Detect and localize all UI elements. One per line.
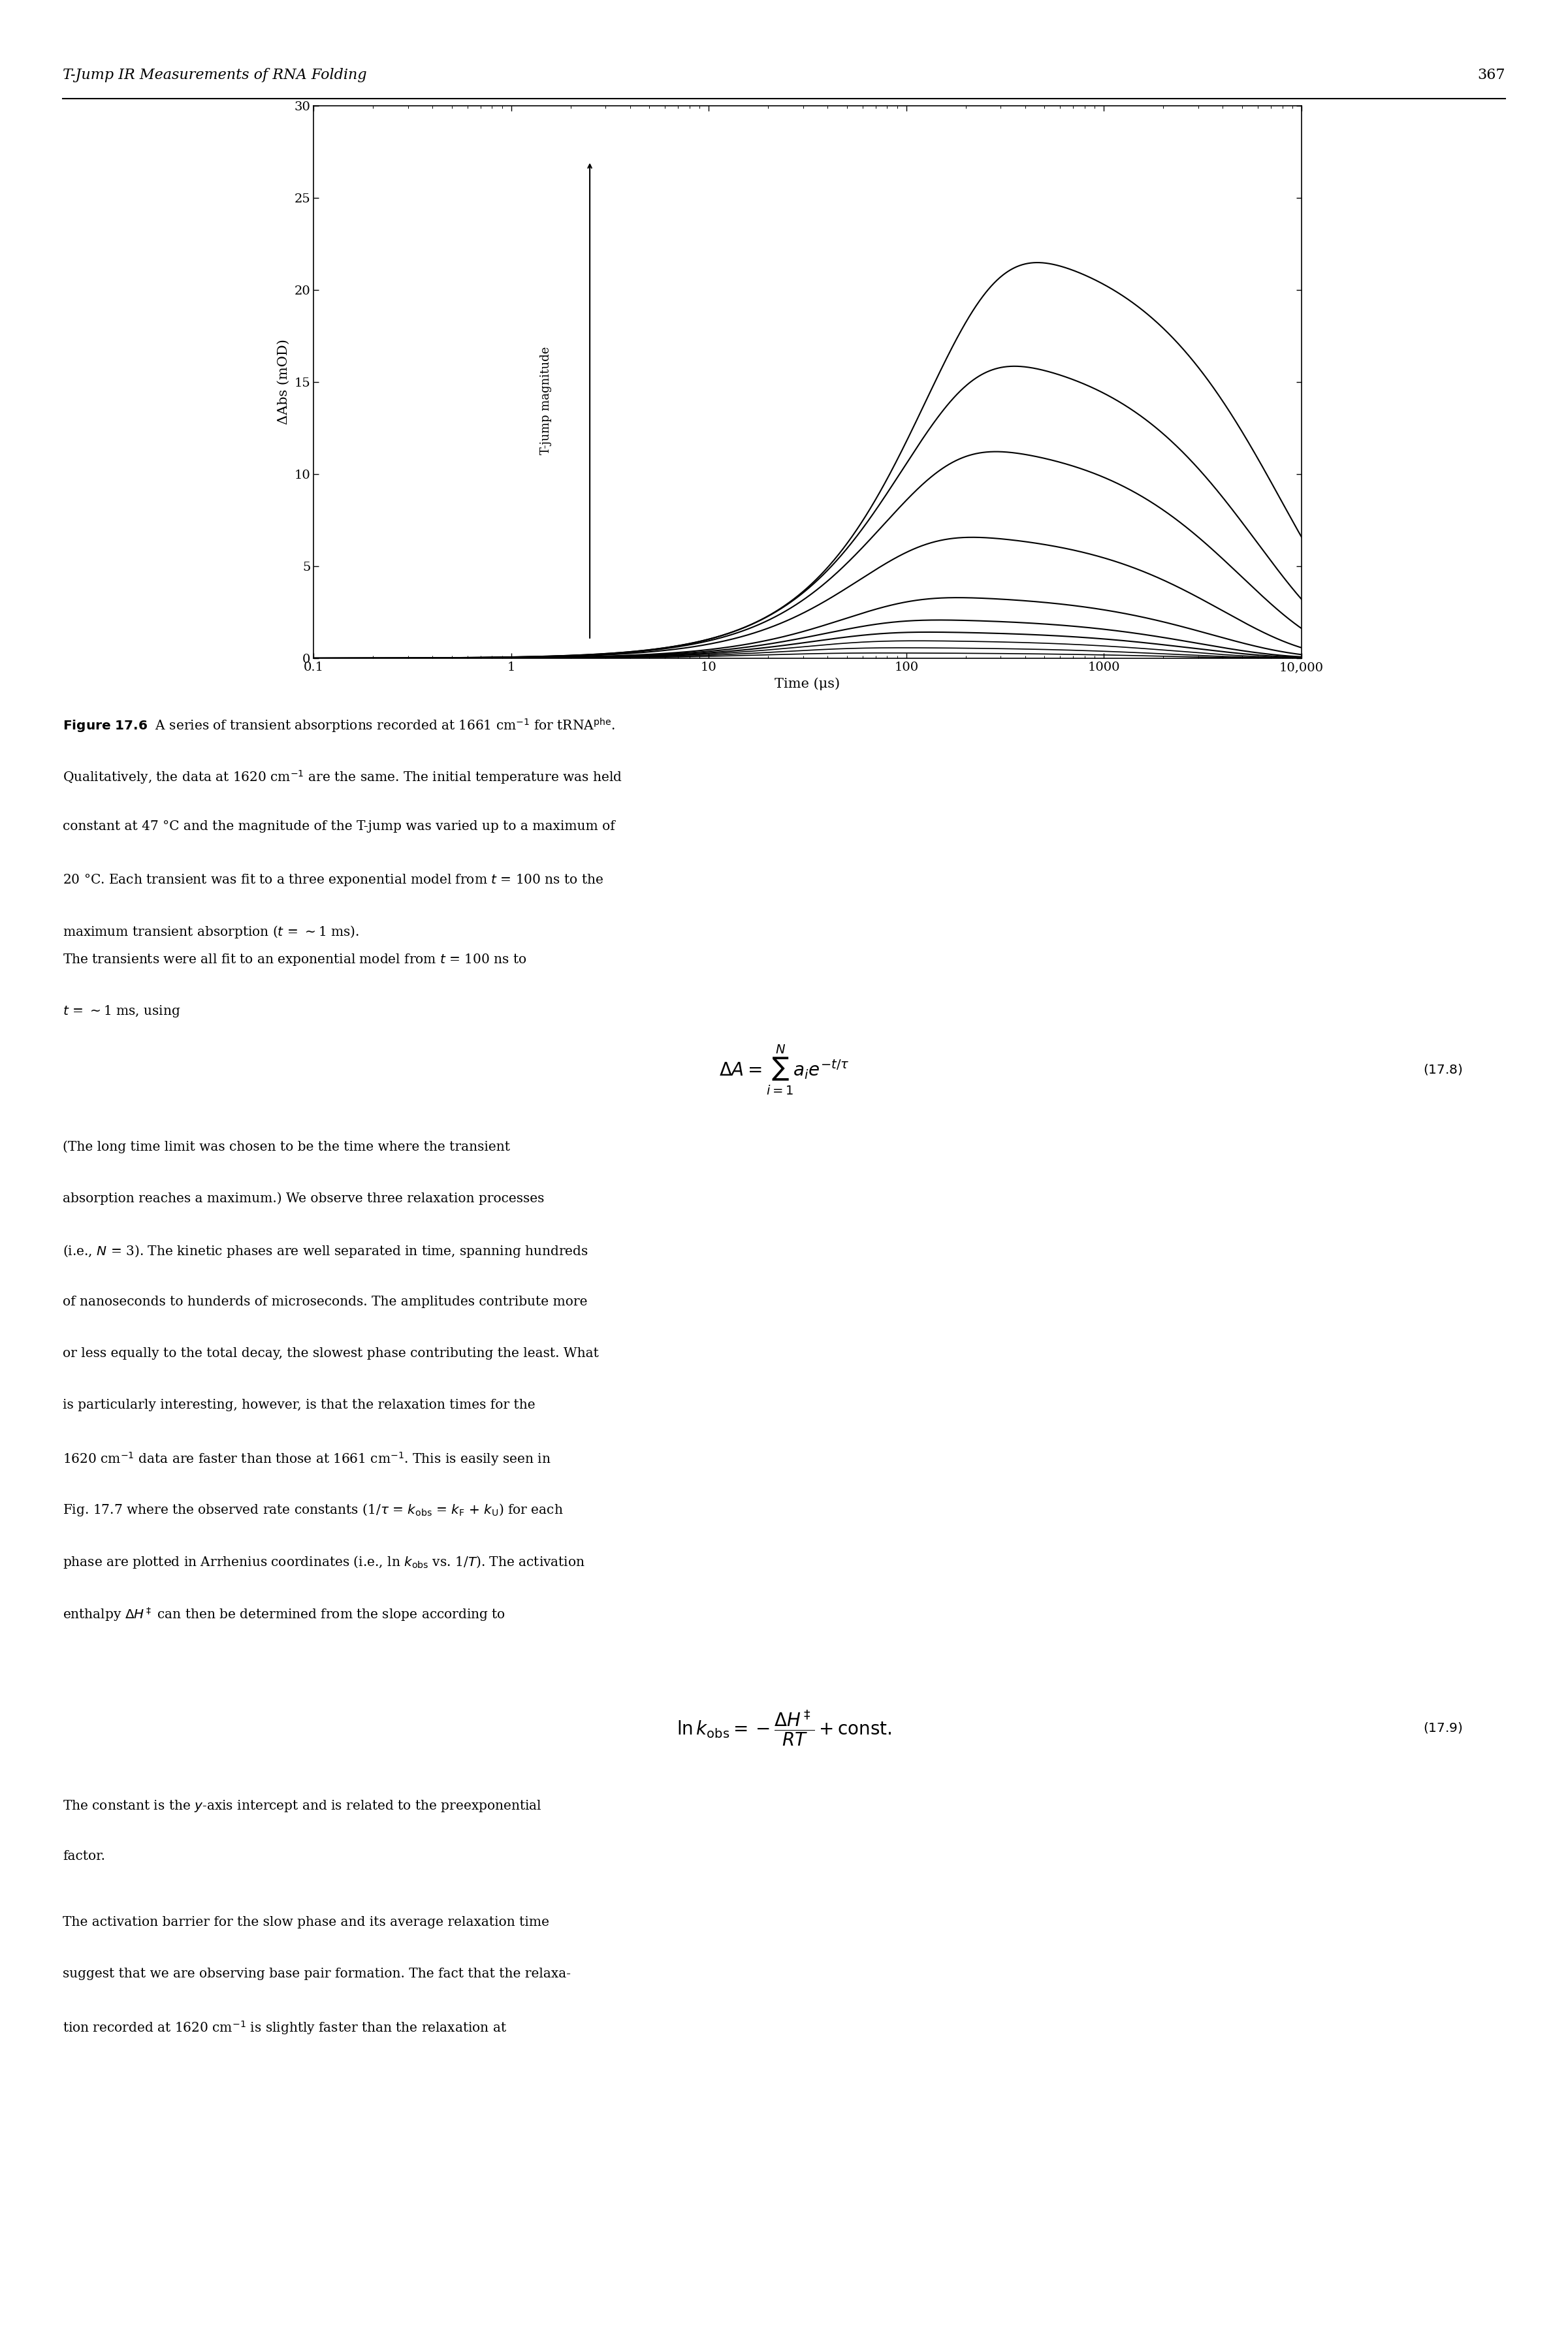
Text: is particularly interesting, however, is that the relaxation times for the: is particularly interesting, however, is…: [63, 1399, 535, 1411]
Text: Fig. 17.7 where the observed rate constants (1/$\tau$ = $k_{\rm{obs}}$ = $k_{\rm: Fig. 17.7 where the observed rate consta…: [63, 1502, 563, 1519]
Text: maximum transient absorption ($t$ = $\sim$1 ms).: maximum transient absorption ($t$ = $\si…: [63, 924, 359, 940]
Text: tion recorded at 1620 cm$^{-1}$ is slightly faster than the relaxation at: tion recorded at 1620 cm$^{-1}$ is sligh…: [63, 2020, 506, 2036]
Text: The transients were all fit to an exponential model from $t$ = 100 ns to: The transients were all fit to an expone…: [63, 952, 527, 966]
X-axis label: Time (μs): Time (μs): [775, 677, 840, 691]
Text: enthalpy $\Delta H^\ddagger$ can then be determined from the slope according to: enthalpy $\Delta H^\ddagger$ can then be…: [63, 1606, 505, 1622]
Y-axis label: ΔAbs (mOD): ΔAbs (mOD): [278, 339, 290, 426]
Text: $(17.9)$: $(17.9)$: [1422, 1721, 1463, 1735]
Text: 20 °C. Each transient was fit to a three exponential model from $t$ = 100 ns to : 20 °C. Each transient was fit to a three…: [63, 872, 604, 886]
Text: of nanoseconds to hunderds of microseconds. The amplitudes contribute more: of nanoseconds to hunderds of microsecon…: [63, 1295, 588, 1307]
Text: Qualitatively, the data at 1620 cm$^{-1}$ are the same. The initial temperature : Qualitatively, the data at 1620 cm$^{-1}…: [63, 769, 622, 785]
Text: 1620 cm$^{-1}$ data are faster than those at 1661 cm$^{-1}$. This is easily seen: 1620 cm$^{-1}$ data are faster than thos…: [63, 1451, 550, 1467]
Text: phase are plotted in Arrhenius coordinates (i.e., ln $k_{\rm{obs}}$ vs. 1/$T$). : phase are plotted in Arrhenius coordinat…: [63, 1554, 585, 1570]
Text: $\Delta A = \sum_{i=1}^{N} a_i e^{-t/\tau}$: $\Delta A = \sum_{i=1}^{N} a_i e^{-t/\ta…: [718, 1044, 850, 1096]
Text: suggest that we are observing base pair formation. The fact that the relaxa-: suggest that we are observing base pair …: [63, 1968, 571, 1980]
Text: $t$ = $\sim$1 ms, using: $t$ = $\sim$1 ms, using: [63, 1004, 180, 1018]
Text: T-jump magnitude: T-jump magnitude: [539, 346, 552, 454]
Text: $\ln k_{\rm{obs}} = -\dfrac{\Delta H^\ddagger}{RT} + \rm{const.}$: $\ln k_{\rm{obs}} = -\dfrac{\Delta H^\dd…: [676, 1709, 892, 1747]
Text: (i.e., $N$ = 3). The kinetic phases are well separated in time, spanning hundred: (i.e., $N$ = 3). The kinetic phases are …: [63, 1244, 588, 1260]
Text: $(17.8)$: $(17.8)$: [1422, 1063, 1463, 1077]
Text: (The long time limit was chosen to be the time where the transient: (The long time limit was chosen to be th…: [63, 1140, 510, 1152]
Text: constant at 47 °C and the magnitude of the T-jump was varied up to a maximum of: constant at 47 °C and the magnitude of t…: [63, 820, 615, 832]
Text: T-Jump IR Measurements of RNA Folding: T-Jump IR Measurements of RNA Folding: [63, 68, 367, 82]
Text: 367: 367: [1477, 68, 1505, 82]
Text: or less equally to the total decay, the slowest phase contributing the least. Wh: or less equally to the total decay, the …: [63, 1347, 599, 1359]
Text: absorption reaches a maximum.) We observe three relaxation processes: absorption reaches a maximum.) We observ…: [63, 1192, 544, 1204]
Text: $\bf{Figure\ 17.6}$  A series of transient absorptions recorded at 1661 cm$^{-1}: $\bf{Figure\ 17.6}$ A series of transien…: [63, 717, 615, 736]
Text: The constant is the $y$-axis intercept and is related to the preexponential: The constant is the $y$-axis intercept a…: [63, 1799, 543, 1813]
Text: factor.: factor.: [63, 1850, 105, 1862]
Text: The activation barrier for the slow phase and its average relaxation time: The activation barrier for the slow phas…: [63, 1916, 549, 1928]
